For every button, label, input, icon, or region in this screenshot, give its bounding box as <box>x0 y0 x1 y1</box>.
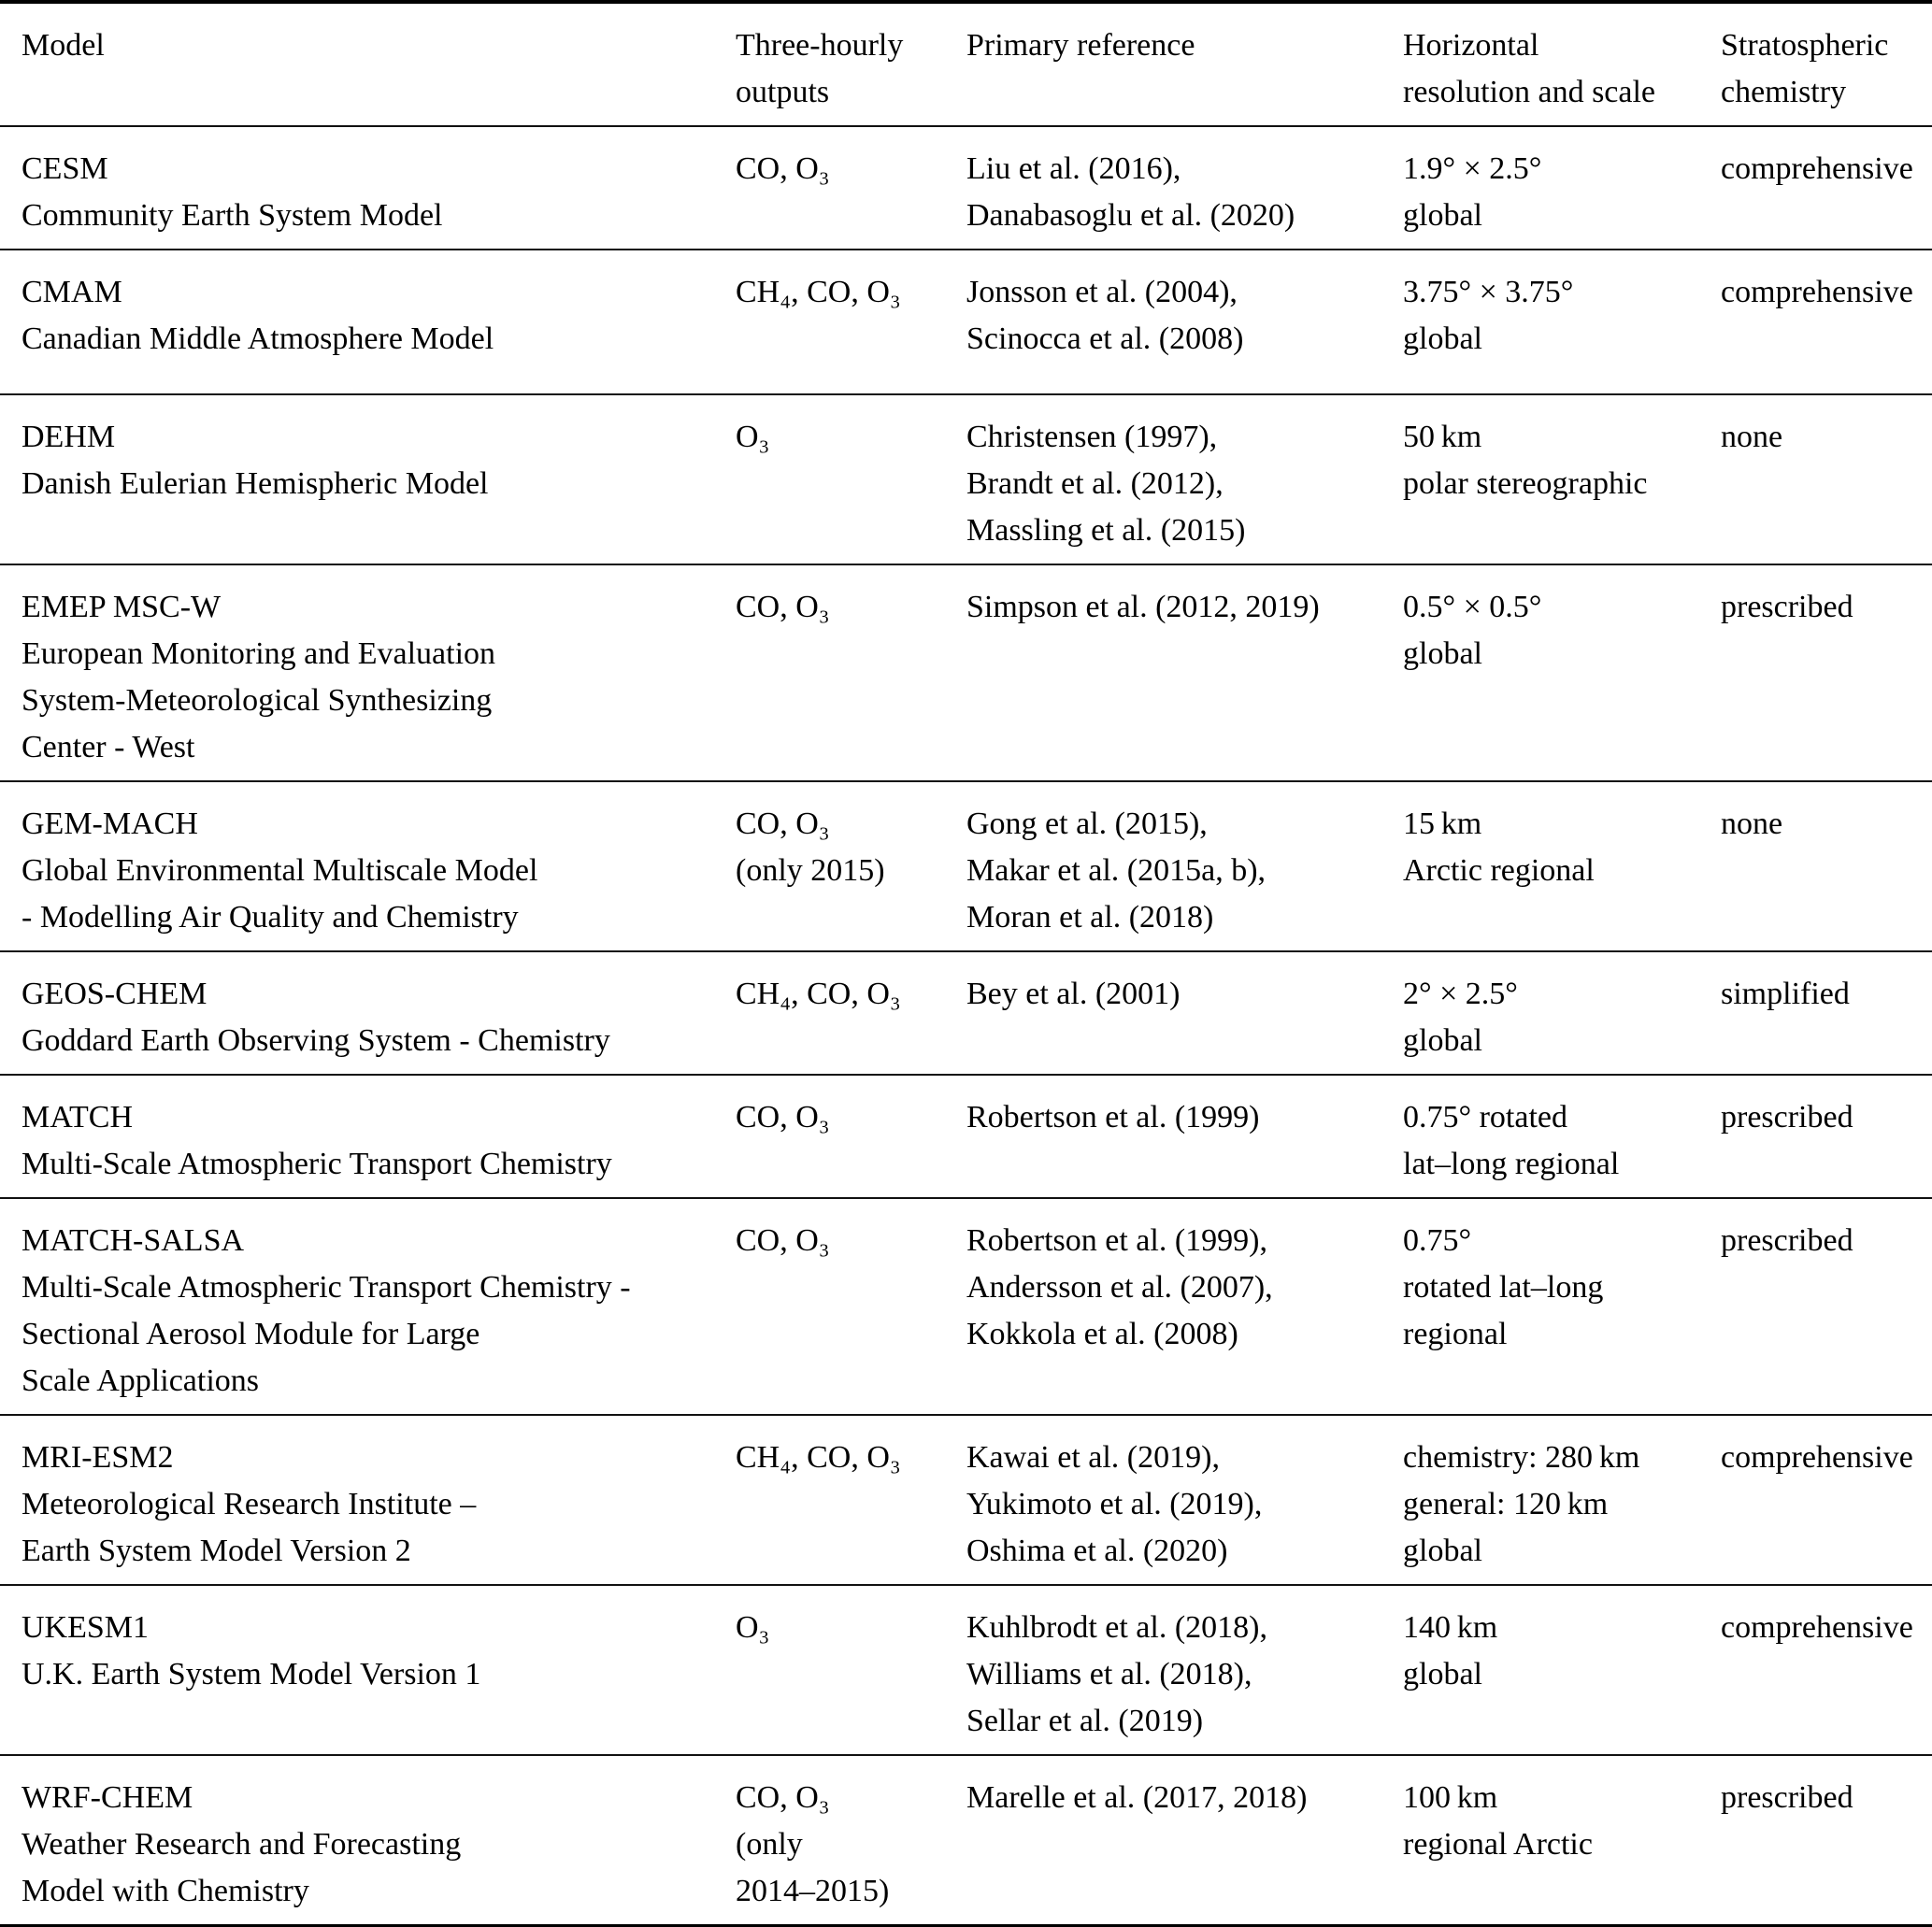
outputs-cell: CO, O₃ (only 2015) <box>736 806 885 888</box>
table-row-mri-esm2: MRI-ESM2 Meteorological Research Institu… <box>0 1415 1932 1585</box>
chemistry-cell: comprehensive <box>1721 1610 1913 1645</box>
reference-cell: Gong et al. (2015), Makar et al. (2015a,… <box>966 806 1267 935</box>
chemistry-cell: prescribed <box>1721 1100 1853 1135</box>
resolution-cell: 3.75° × 3.75° global <box>1403 275 1574 356</box>
outputs-cell: CH₄, CO, O₃ <box>736 275 901 309</box>
outputs-cell: CO, O₃ <box>736 151 830 186</box>
resolution-cell: 100 km regional Arctic <box>1403 1780 1593 1862</box>
reference-cell: Marelle et al. (2017, 2018) <box>966 1780 1308 1815</box>
table-row-ukesm1: UKESM1 U.K. Earth System Model Version 1… <box>0 1585 1932 1755</box>
column-header-resolution: Horizontal resolution and scale <box>1403 28 1656 109</box>
outputs-cell: CO, O₃ <box>736 1100 830 1135</box>
reference-cell: Liu et al. (2016), Danabasoglu et al. (2… <box>966 151 1295 233</box>
model-cell: EMEP MSC-W European Monitoring and Evalu… <box>21 590 496 764</box>
model-cell: GEOS-CHEM Goddard Earth Observing System… <box>21 977 610 1058</box>
column-header-reference: Primary reference <box>966 28 1195 63</box>
outputs-cell: CO, O₃ <box>736 590 830 624</box>
column-header-model: Model <box>21 28 105 63</box>
reference-cell: Robertson et al. (1999) <box>966 1100 1260 1135</box>
chemistry-cell: comprehensive <box>1721 1440 1913 1475</box>
resolution-cell: 2° × 2.5° global <box>1403 977 1518 1058</box>
model-cell: GEM-MACH Global Environmental Multiscale… <box>21 806 538 935</box>
resolution-cell: 15 km Arctic regional <box>1403 806 1595 888</box>
table-header-row: Model Three-hourly outputs Primary refer… <box>0 2 1932 126</box>
column-header-chemistry: Stratospheric chemistry <box>1721 28 1889 109</box>
reference-cell: Bey et al. (2001) <box>966 977 1181 1011</box>
resolution-cell: 0.75° rotated lat–long regional <box>1403 1223 1604 1351</box>
model-cell: MRI-ESM2 Meteorological Research Institu… <box>21 1440 477 1568</box>
model-cell: DEHM Danish Eulerian Hemispheric Model <box>21 420 489 501</box>
reference-cell: Kuhlbrodt et al. (2018), Williams et al.… <box>966 1610 1267 1738</box>
table-row-emep-msc-w: EMEP MSC-W European Monitoring and Evalu… <box>0 564 1932 781</box>
resolution-cell: 0.5° × 0.5° global <box>1403 590 1542 671</box>
resolution-cell: chemistry: 280 km general: 120 km global <box>1403 1440 1640 1568</box>
outputs-cell: CO, O₃ (only 2014–2015) <box>736 1780 890 1908</box>
table-row-cesm: CESM Community Earth System Model CO, O₃… <box>0 126 1932 250</box>
model-cell: CESM Community Earth System Model <box>21 151 443 233</box>
resolution-cell: 50 km polar stereographic <box>1403 420 1648 501</box>
reference-cell: Jonsson et al. (2004), Scinocca et al. (… <box>966 275 1244 356</box>
table-row-geos-chem: GEOS-CHEM Goddard Earth Observing System… <box>0 951 1932 1075</box>
table-row-gem-mach: GEM-MACH Global Environmental Multiscale… <box>0 781 1932 951</box>
table-row-match: MATCH Multi-Scale Atmospheric Transport … <box>0 1075 1932 1198</box>
chemistry-cell: prescribed <box>1721 1223 1853 1258</box>
resolution-cell: 140 km global <box>1403 1610 1498 1691</box>
resolution-cell: 0.75° rotated lat–long regional <box>1403 1100 1620 1181</box>
chemistry-cell: prescribed <box>1721 1780 1853 1815</box>
outputs-cell: CO, O₃ <box>736 1223 830 1258</box>
chemistry-cell: prescribed <box>1721 590 1853 624</box>
chemistry-cell: none <box>1721 806 1783 841</box>
outputs-cell: O₃ <box>736 1610 770 1645</box>
column-header-outputs: Three-hourly outputs <box>736 28 904 109</box>
chemistry-cell: comprehensive <box>1721 151 1913 186</box>
chemistry-cell: simplified <box>1721 977 1850 1011</box>
chemistry-cell: comprehensive <box>1721 275 1913 309</box>
chemistry-cell: none <box>1721 420 1783 454</box>
outputs-cell: O₃ <box>736 420 770 454</box>
model-cell: WRF-CHEM Weather Research and Forecastin… <box>21 1780 462 1908</box>
reference-cell: Simpson et al. (2012, 2019) <box>966 590 1320 624</box>
model-cell: UKESM1 U.K. Earth System Model Version 1 <box>21 1610 481 1691</box>
reference-cell: Kawai et al. (2019), Yukimoto et al. (20… <box>966 1440 1263 1568</box>
model-cell: MATCH Multi-Scale Atmospheric Transport … <box>21 1100 612 1181</box>
outputs-cell: CH₄, CO, O₃ <box>736 1440 901 1475</box>
table-row-match-salsa: MATCH-SALSA Multi-Scale Atmospheric Tran… <box>0 1198 1932 1415</box>
table-row-dehm: DEHM Danish Eulerian Hemispheric Model O… <box>0 394 1932 564</box>
reference-cell: Christensen (1997), Brandt et al. (2012)… <box>966 420 1246 548</box>
reference-cell: Robertson et al. (1999), Andersson et al… <box>966 1223 1273 1351</box>
model-cell: MATCH-SALSA Multi-Scale Atmospheric Tran… <box>21 1223 631 1398</box>
outputs-cell: CH₄, CO, O₃ <box>736 977 901 1011</box>
resolution-cell: 1.9° × 2.5° global <box>1403 151 1542 233</box>
table-row-cmam: CMAM Canadian Middle Atmosphere Model CH… <box>0 250 1932 394</box>
table-row-wrf-chem: WRF-CHEM Weather Research and Forecastin… <box>0 1755 1932 1926</box>
model-cell: CMAM Canadian Middle Atmosphere Model <box>21 275 494 356</box>
